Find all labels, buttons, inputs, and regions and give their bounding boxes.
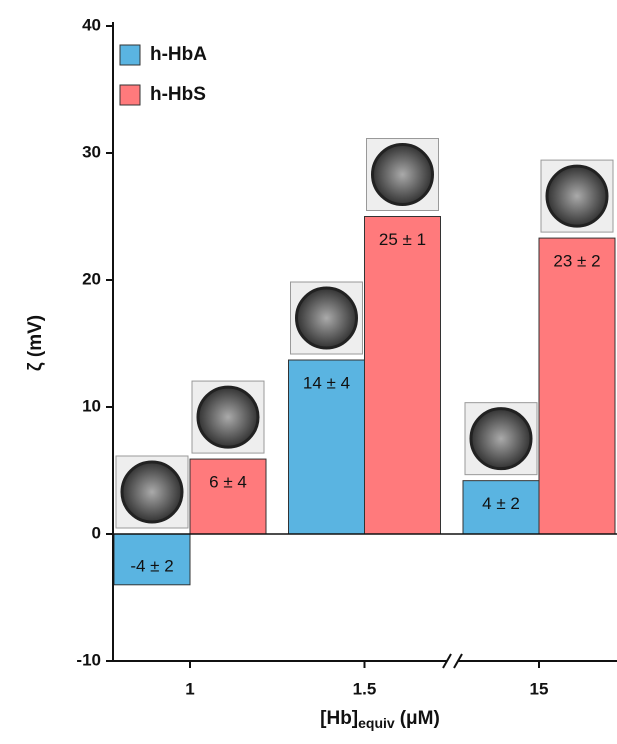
value-label: -4 ± 2 bbox=[130, 556, 173, 575]
y-axis-label: ζ (mV) bbox=[25, 315, 46, 371]
chart: ζ (mV) [Hb]equiv (μM) -10 0 10 20 30 40 -4 ± 2 1… bbox=[0, 0, 617, 739]
value-label: 23 ± 2 bbox=[553, 252, 600, 271]
x-tick-label: 15 bbox=[530, 679, 549, 698]
thumbnail-particle bbox=[373, 145, 433, 205]
thumbnail-particle bbox=[198, 387, 258, 447]
bar bbox=[365, 217, 441, 535]
x-axis-label: [Hb]equiv (μM) bbox=[320, 708, 440, 731]
y-tick-label: -10 bbox=[76, 650, 101, 669]
x-tick-label: 1.5 bbox=[353, 679, 377, 698]
value-label: 25 ± 1 bbox=[379, 230, 426, 249]
thumbnail-particle bbox=[122, 462, 182, 522]
thumbnail-particle bbox=[547, 166, 607, 226]
thumbnail-particle bbox=[297, 288, 357, 348]
legend-label: h-HbA bbox=[150, 44, 207, 65]
y-tick-label: 20 bbox=[82, 269, 101, 288]
x-axis-label-main: [Hb] bbox=[320, 708, 358, 729]
value-label: 6 ± 4 bbox=[209, 473, 247, 492]
y-tick-label: 30 bbox=[82, 142, 101, 161]
x-tick-label: 1 bbox=[185, 679, 194, 698]
y-tick-label: 40 bbox=[82, 15, 101, 34]
legend-swatch bbox=[120, 45, 140, 65]
value-label: 14 ± 4 bbox=[303, 373, 350, 392]
y-tick-label: 0 bbox=[92, 523, 101, 542]
x-axis-label-unit: (μM) bbox=[400, 708, 440, 729]
thumbnail-particle bbox=[471, 409, 531, 469]
y-tick-label: 10 bbox=[82, 396, 101, 415]
value-label: 4 ± 2 bbox=[482, 494, 520, 513]
legend-swatch bbox=[120, 85, 140, 105]
bar bbox=[539, 238, 615, 534]
legend-label: h-HbS bbox=[150, 84, 206, 105]
x-axis-label-sub: equiv bbox=[358, 715, 395, 731]
bar bbox=[190, 459, 266, 534]
